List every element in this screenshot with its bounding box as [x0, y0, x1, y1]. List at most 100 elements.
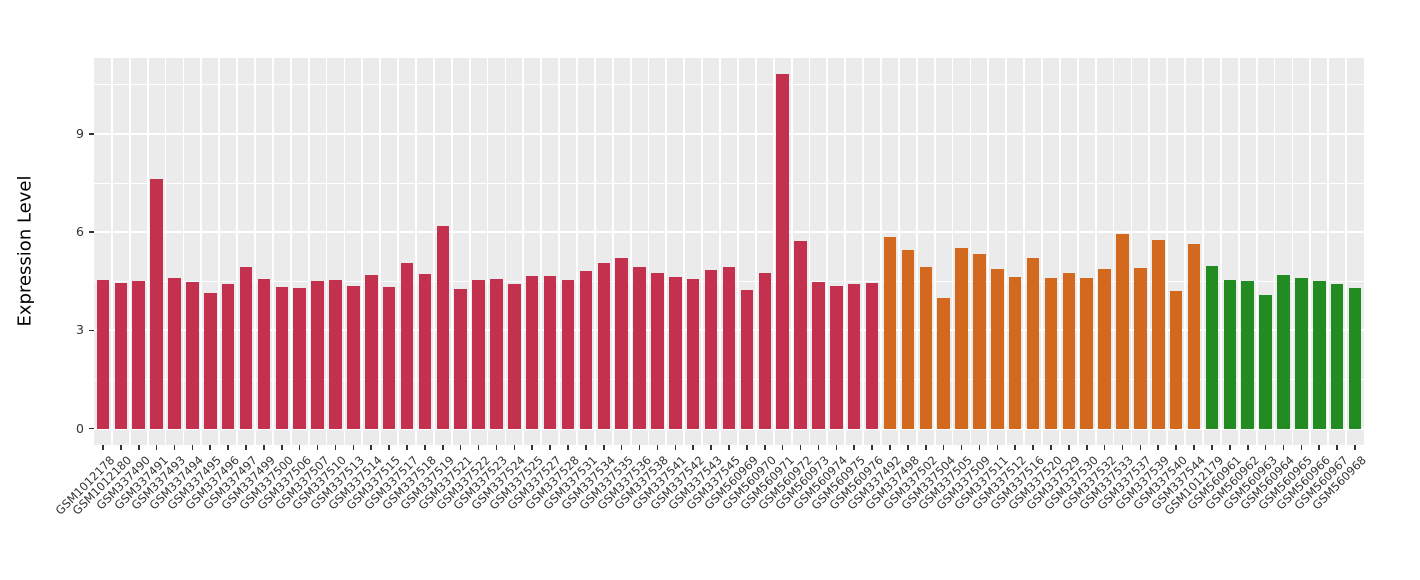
x-axis-tick: [137, 445, 140, 450]
bar-GSM560965: [1295, 278, 1308, 429]
x-axis-tick: [1032, 445, 1034, 450]
x-axis-tick: [1175, 445, 1177, 450]
y-tick-label: 0: [76, 420, 84, 436]
x-axis-tick: [710, 445, 712, 450]
gridline-vertical: [236, 58, 238, 445]
gridline-horizontal-major: [94, 132, 1364, 135]
bar-GSM337492: [883, 237, 897, 429]
bar-GSM560962: [1241, 280, 1254, 429]
x-axis-tick: [907, 445, 909, 450]
x-axis-tick: [495, 445, 498, 450]
bar-GSM560972: [794, 240, 807, 429]
bar-GSM560973: [812, 281, 825, 429]
x-axis-tick: [674, 445, 677, 450]
bar-GSM337535: [615, 258, 628, 429]
x-axis-tick: [173, 445, 176, 450]
bar-GSM337496: [221, 283, 235, 429]
gridline-vertical: [432, 58, 435, 445]
gridline-horizontal-major: [94, 231, 1364, 234]
x-axis-tick: [585, 445, 587, 450]
x-axis-tick: [102, 445, 104, 450]
bar-GSM337543: [704, 269, 718, 429]
bar-GSM337532: [1098, 269, 1111, 429]
gridline-vertical: [898, 58, 900, 445]
gridline-vertical: [1202, 58, 1204, 445]
gridline-vertical: [737, 58, 739, 445]
gridline-vertical: [683, 58, 686, 445]
gridline-vertical: [289, 58, 292, 445]
bar-GSM337499: [257, 278, 271, 429]
bar-GSM337512: [1008, 276, 1022, 429]
gridline-vertical: [540, 58, 543, 445]
x-axis-tick: [889, 445, 891, 450]
x-axis-tick: [281, 445, 283, 450]
gridline-horizontal-minor: [94, 182, 1364, 184]
gridline-vertical: [1273, 58, 1276, 445]
x-axis-tick: [155, 445, 158, 450]
gridline-vertical: [987, 58, 990, 445]
gridline-vertical: [754, 58, 757, 445]
bar-GSM337537: [1134, 267, 1147, 429]
x-axis-tick: [1354, 445, 1356, 450]
gridline-vertical: [826, 58, 829, 445]
bar-GSM560976: [865, 283, 879, 429]
x-axis-tick: [1264, 445, 1267, 450]
gridline-vertical: [701, 58, 704, 445]
gridline-vertical: [1237, 58, 1240, 445]
gridline-vertical: [665, 58, 668, 445]
x-axis-tick: [692, 445, 695, 450]
x-axis-tick: [656, 445, 659, 450]
x-axis-tick: [1336, 445, 1338, 450]
x-axis-tick: [567, 445, 569, 450]
gridline-vertical: [1148, 58, 1151, 445]
gridline-vertical: [593, 58, 596, 445]
bar-GSM337539: [1152, 239, 1165, 429]
gridline-vertical: [271, 58, 274, 445]
x-axis-tick: [442, 445, 444, 450]
x-axis-tick: [942, 445, 945, 450]
bar-GSM560963: [1259, 294, 1272, 429]
x-axis-tick: [763, 445, 766, 450]
x-axis-tick: [334, 445, 337, 450]
x-axis-tick: [1068, 445, 1070, 450]
y-tick-label: 3: [76, 322, 84, 338]
gridline-vertical: [1094, 58, 1097, 445]
bar-GSM337515: [382, 286, 396, 429]
gridline-vertical: [1059, 58, 1061, 445]
gridline-vertical: [450, 58, 453, 445]
bar-GSM337504: [937, 297, 950, 429]
x-axis-tick: [781, 445, 784, 450]
gridline-horizontal-major: [94, 427, 1364, 430]
bar-GSM337524: [508, 283, 521, 429]
y-tick-label: 6: [76, 224, 84, 240]
x-axis-tick: [871, 445, 873, 450]
bar-GSM337517: [400, 262, 414, 429]
gridline-vertical: [504, 58, 507, 445]
gridline-vertical: [1041, 58, 1043, 445]
gridline-vertical: [415, 58, 417, 445]
bar-GSM337511: [991, 268, 1004, 429]
bar-GSM337516: [1026, 257, 1040, 429]
bar-GSM337513: [347, 285, 360, 429]
bar-GSM560971: [776, 73, 789, 429]
bar-GSM337545: [722, 266, 736, 429]
gridline-vertical: [1166, 58, 1169, 445]
gridline-vertical: [486, 58, 489, 445]
gridline-vertical: [1255, 58, 1258, 445]
y-axis-title: Expression Level: [14, 175, 36, 327]
y-axis-tick: [89, 329, 94, 332]
gridline-vertical: [182, 58, 185, 445]
x-axis-tick: [513, 445, 516, 450]
x-axis-tick: [209, 445, 212, 450]
gridline-vertical: [1076, 58, 1079, 445]
bar-GSM337495: [204, 293, 217, 429]
x-axis-tick: [728, 445, 730, 450]
y-axis-tick: [89, 133, 94, 135]
gridline-vertical: [1220, 58, 1222, 445]
x-axis-tick: [960, 445, 963, 450]
gridline-vertical: [647, 58, 650, 445]
x-axis-tick: [1157, 445, 1160, 450]
gridline-vertical: [110, 58, 113, 445]
gridline-vertical: [808, 58, 811, 445]
bar-GSM337534: [597, 262, 611, 429]
